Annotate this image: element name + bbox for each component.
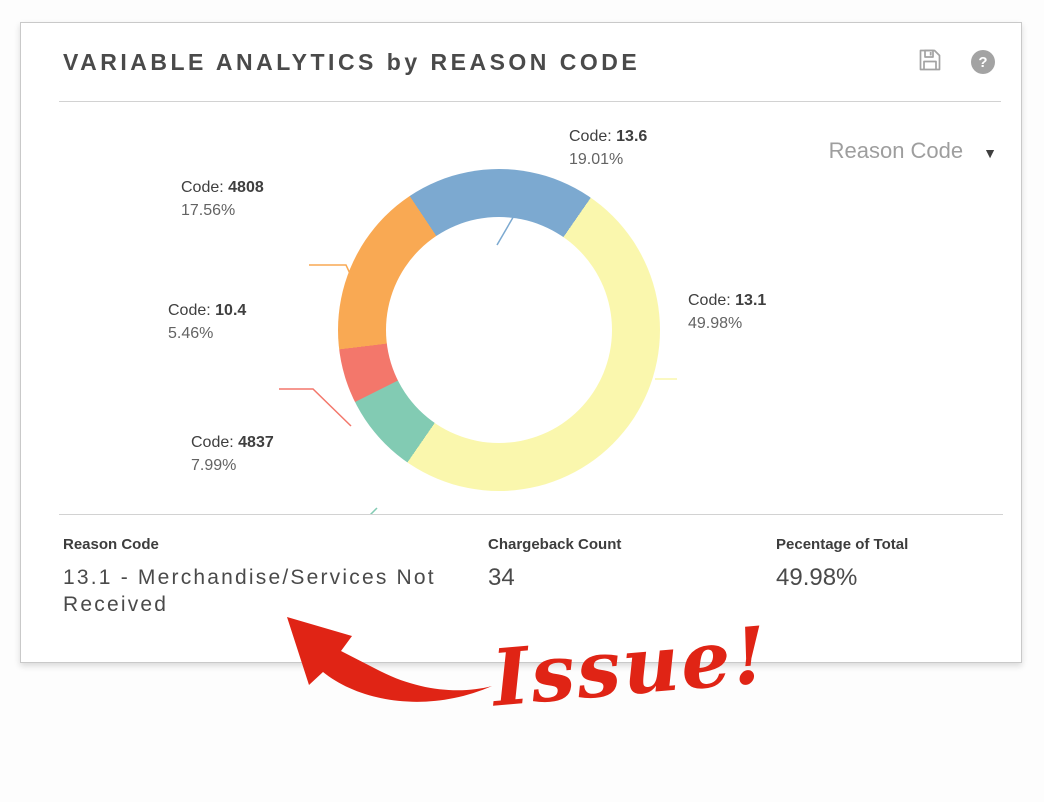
floppy-disk-icon xyxy=(917,47,943,78)
header-divider xyxy=(59,101,1001,102)
table-divider xyxy=(59,514,1003,515)
analytics-card: VARIABLE ANALYTICS by REASON CODE ? xyxy=(20,22,1022,663)
dropdown-selected-value: Reason Code xyxy=(828,138,964,163)
callout-13.6: Code: 13.6 19.01% xyxy=(569,125,647,171)
donut-hole xyxy=(386,217,612,443)
chart-area: Reason Code ▼ Code: 13.6 19.01% Code: 48… xyxy=(21,102,1023,514)
column-chargeback-count: Chargeback Count 34 xyxy=(488,536,621,592)
callout-10.4: Code: 10.4 5.46% xyxy=(168,299,246,345)
leader-line-10.4 xyxy=(279,388,352,427)
callout-code-label: Code: xyxy=(191,434,234,451)
callout-code-label: Code: xyxy=(181,179,224,196)
column-header: Reason Code xyxy=(63,536,159,553)
callout-code-label: Code: xyxy=(688,292,731,309)
save-button[interactable] xyxy=(917,47,943,78)
callout-code-value: 4837 xyxy=(238,434,274,451)
question-mark-icon: ? xyxy=(971,50,995,74)
callout-4808: Code: 4808 17.56% xyxy=(181,176,264,222)
header-icons: ? xyxy=(917,47,995,78)
callout-code-label: Code: xyxy=(168,302,211,319)
reason-code-dropdown[interactable]: Reason Code ▼ xyxy=(829,138,997,164)
card-title: VARIABLE ANALYTICS by REASON CODE xyxy=(63,48,641,75)
callout-pct: 17.56% xyxy=(181,202,236,219)
chevron-down-icon: ▼ xyxy=(983,144,997,161)
column-reason-code: Reason Code 13.1 - Merchandise/Services … xyxy=(63,536,443,618)
reason-code-value: 13.1 - Merchandise/Services Not Received xyxy=(63,566,436,616)
callout-pct: 7.99% xyxy=(191,457,237,474)
help-button[interactable]: ? xyxy=(971,50,995,74)
callout-pct: 19.01% xyxy=(569,151,624,168)
callout-4837: Code: 4837 7.99% xyxy=(191,431,274,477)
callout-code-value: 4808 xyxy=(228,179,264,196)
summary-table: Reason Code 13.1 - Merchandise/Services … xyxy=(21,514,1023,664)
pct-of-total-value: 49.98% xyxy=(776,564,858,591)
column-header: Chargeback Count xyxy=(488,536,622,553)
column-header: Pecentage of Total xyxy=(776,536,909,553)
callout-code-value: 13.1 xyxy=(735,292,767,309)
card-header: VARIABLE ANALYTICS by REASON CODE ? xyxy=(21,23,1021,101)
callout-code-value: 13.6 xyxy=(616,128,648,145)
callout-code-label: Code: xyxy=(569,128,612,145)
callout-pct: 49.98% xyxy=(688,315,743,332)
chargeback-count-value: 34 xyxy=(488,564,515,591)
callout-13.1: Code: 13.1 49.98% xyxy=(688,289,766,335)
callout-pct: 5.46% xyxy=(168,325,214,342)
callout-code-value: 10.4 xyxy=(215,302,247,319)
column-pct-of-total: Pecentage of Total 49.98% xyxy=(776,536,908,592)
